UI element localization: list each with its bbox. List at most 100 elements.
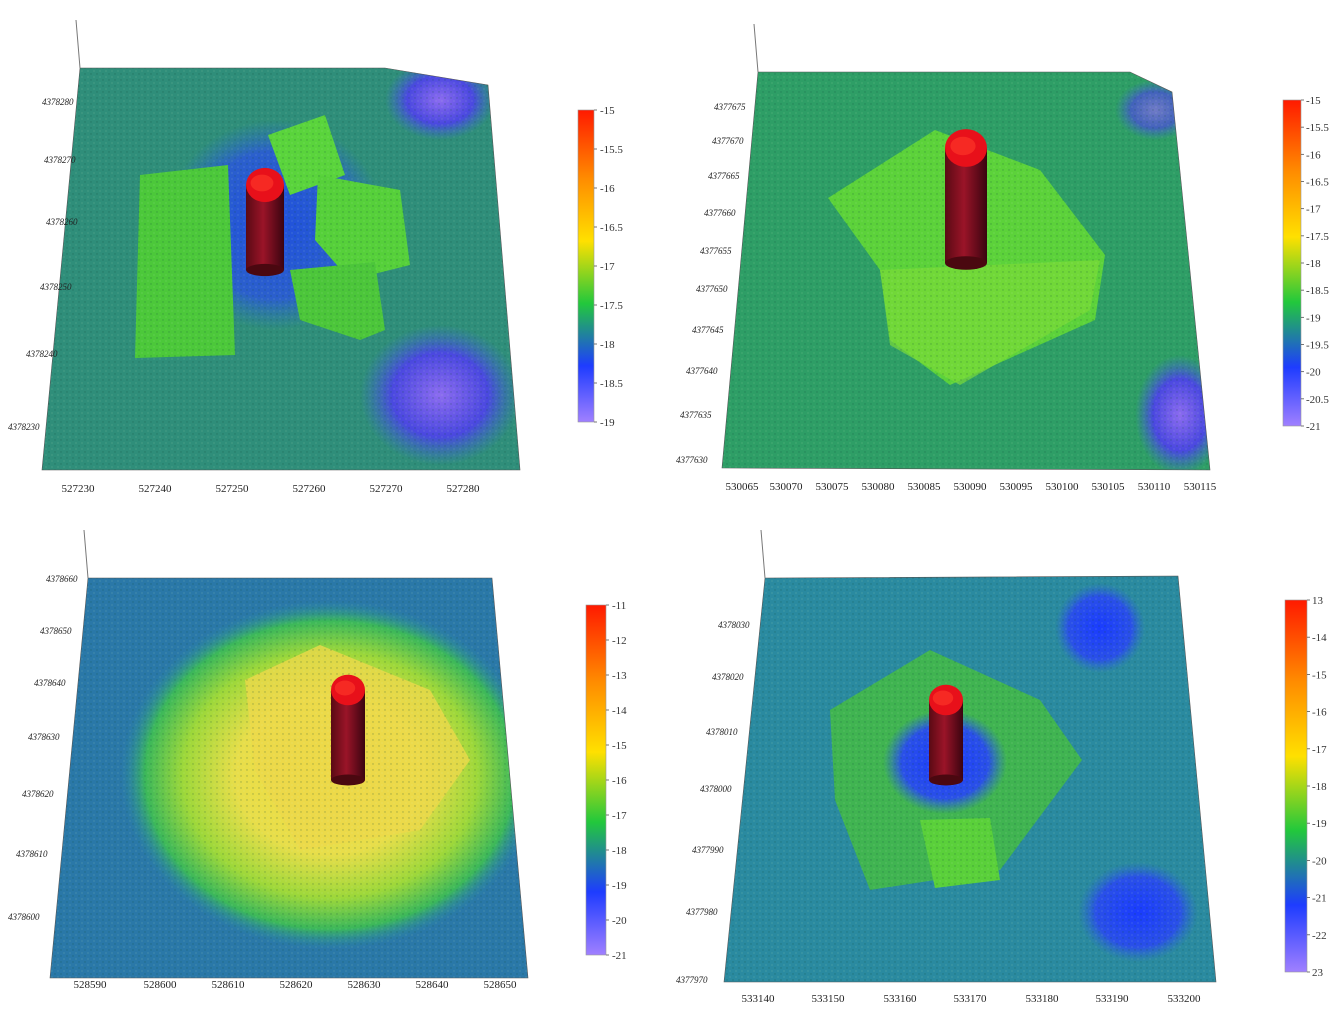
y-tick-label: 4378250 xyxy=(40,282,72,292)
x-tick-label: 530065 xyxy=(726,481,760,493)
pile-structure xyxy=(945,129,987,270)
surface-texture xyxy=(50,578,528,978)
colorbar-tick-label: -16.5 xyxy=(600,222,623,234)
y-tick-label: 4378230 xyxy=(8,422,40,432)
x-tick-label: 528620 xyxy=(280,979,314,991)
chart-top-left: 527230 527240 527250 527260 527270 527280 4378… xyxy=(8,19,623,495)
x-tick-label: 528590 xyxy=(74,979,108,991)
y-tick-label: 4377670 xyxy=(712,136,744,146)
y-tick-label: 4378030 xyxy=(718,620,750,630)
y-tick-label: 4377970 xyxy=(676,975,708,985)
x-tick-label: 530115 xyxy=(1184,481,1217,493)
colorbar-tick-label: -16.5 xyxy=(1306,177,1329,189)
colorbar-tick-label: -19 xyxy=(1312,818,1327,830)
y-tick-label: 4378620 xyxy=(22,789,54,799)
colorbar-tick-label: -19 xyxy=(600,417,615,429)
y-tick-label: 4377665 xyxy=(708,171,740,181)
y-tick-label: 4377650 xyxy=(696,284,728,294)
x-tick-label: 530105 xyxy=(1092,481,1126,493)
colorbar-tick-label: -19 xyxy=(612,880,627,892)
colorbar-tick-label: -15 xyxy=(612,740,627,752)
y-tick-label: 4378650 xyxy=(40,626,72,636)
colorbar-tick-label: -18 xyxy=(600,339,615,351)
colorbar-tick-label: -18 xyxy=(612,845,627,857)
x-tick-label: 533150 xyxy=(812,993,846,1005)
z-axis-line xyxy=(83,529,89,579)
colorbar-tick-label: -20 xyxy=(612,915,627,927)
terrain-surface xyxy=(42,68,520,470)
colorbar xyxy=(585,604,607,956)
colorbar-tick-label: -19.5 xyxy=(1306,340,1329,352)
colorbar-tick-label: -15 xyxy=(1306,95,1321,107)
terrain-surface xyxy=(722,72,1210,470)
x-tick-label: 527270 xyxy=(370,483,404,495)
x-tick-label: 533200 xyxy=(1168,993,1202,1005)
x-tick-label: 533160 xyxy=(884,993,918,1005)
y-tick-label: 4378630 xyxy=(28,732,60,742)
colorbar-tick-label: -15.5 xyxy=(1306,122,1329,134)
colorbar-tick-label: -17.5 xyxy=(1306,231,1329,243)
colorbar-tick-label: -19 xyxy=(1306,312,1321,324)
y-tick-label: 4378660 xyxy=(46,574,78,584)
y-tick-label: 4378600 xyxy=(8,912,40,922)
x-tick-label: 528610 xyxy=(212,979,246,991)
terrain-surface xyxy=(724,576,1216,982)
chart-bottom-left: 528590 528600 528610 528620 528630 528640 5286… xyxy=(8,529,627,991)
x-tick-label: 533190 xyxy=(1096,993,1130,1005)
y-tick-label: 4377990 xyxy=(692,845,724,855)
x-tick-label: 527250 xyxy=(216,483,250,495)
colorbar-tick-label: -11 xyxy=(612,600,626,612)
chart-top-right: 530065 530070 530075 530080 530085 530090 5300… xyxy=(676,23,1329,493)
colorbar-tick-label: -15 xyxy=(1312,669,1327,681)
surface-texture xyxy=(724,576,1216,982)
y-tick-label: 4378000 xyxy=(700,784,732,794)
y-tick-label: 4378640 xyxy=(34,678,66,688)
colorbar-tick-label: -15 xyxy=(600,105,615,117)
y-tick-label: 4378020 xyxy=(712,672,744,682)
colorbar-tick-label: -20 xyxy=(1306,367,1321,379)
colorbar-tick-label: -12 xyxy=(612,635,627,647)
z-axis-line xyxy=(760,529,766,579)
x-tick-label: 527230 xyxy=(62,483,96,495)
x-tick-label: 533140 xyxy=(742,993,776,1005)
pile-structure xyxy=(331,674,365,786)
chart-bottom-right: 533140 533150 533160 533170 533180 533190 5332… xyxy=(676,529,1327,1005)
colorbar xyxy=(577,109,595,423)
colorbar-tick-label: -16 xyxy=(1312,707,1327,719)
x-tick-label: 528630 xyxy=(348,979,382,991)
colorbar-tick-label: -20 xyxy=(1312,855,1327,867)
x-tick-label: 533180 xyxy=(1026,993,1060,1005)
z-axis-line xyxy=(753,23,759,73)
colorbar-tick-label: -21 xyxy=(612,950,627,962)
x-tick-label: 530085 xyxy=(908,481,942,493)
y-tick-label: 4378010 xyxy=(706,727,738,737)
x-tick-label: 527260 xyxy=(293,483,327,495)
colorbar-tick-label: -14 xyxy=(612,705,627,717)
y-tick-label: 4378260 xyxy=(46,217,78,227)
colorbar-tick-label: -22 xyxy=(1312,930,1327,942)
x-tick-label: 530100 xyxy=(1046,481,1080,493)
x-tick-label: 528600 xyxy=(144,979,178,991)
x-tick-label: 527280 xyxy=(447,483,481,495)
colorbar-tick-label: -17 xyxy=(612,810,627,822)
x-tick-label: 530090 xyxy=(954,481,988,493)
y-tick-label: 4377660 xyxy=(704,208,736,218)
y-tick-label: 4377655 xyxy=(700,246,732,256)
y-tick-label: 4377630 xyxy=(676,455,708,465)
x-tick-label: 528650 xyxy=(484,979,518,991)
colorbar-tick-label: -18 xyxy=(1312,781,1327,793)
colorbar xyxy=(1284,599,1308,973)
colorbar-tick-label: -17 xyxy=(600,261,615,273)
colorbar-tick-label: -15.5 xyxy=(600,144,623,156)
colorbar-tick-label: 13 xyxy=(1312,595,1324,607)
x-tick-label: 530080 xyxy=(862,481,896,493)
colorbar xyxy=(1282,99,1302,427)
colorbar-tick-label: -18 xyxy=(1306,258,1321,270)
x-tick-label: 530095 xyxy=(1000,481,1034,493)
y-tick-label: 4377635 xyxy=(680,410,712,420)
y-tick-label: 4378610 xyxy=(16,849,48,859)
terrain-surface xyxy=(50,578,528,978)
colorbar-tick-label: -18.5 xyxy=(600,378,623,390)
z-axis-line xyxy=(75,19,81,69)
